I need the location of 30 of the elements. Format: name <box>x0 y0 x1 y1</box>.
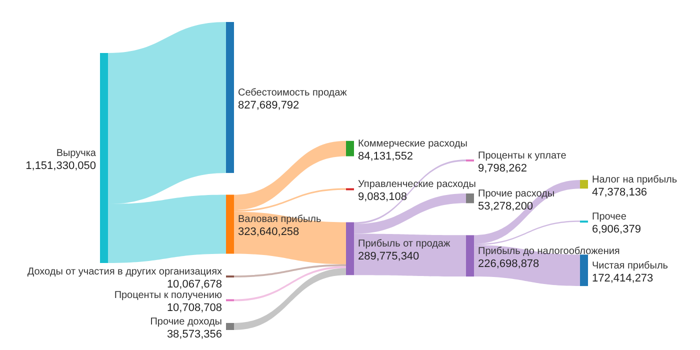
data-label: 84,131,552 <box>358 150 414 163</box>
category-label: Прочие доходы <box>150 316 222 328</box>
data-label: 172,414,273 <box>592 272 654 284</box>
category-label: Управленческие расходы <box>358 179 476 190</box>
category-label: Проценты к уплате <box>478 150 567 162</box>
category-label: Коммерческие расходы <box>358 138 468 150</box>
category-label: Прибыль от продаж <box>358 238 450 250</box>
category-label: Прибыль до налогообложения <box>478 246 620 257</box>
category-label: Себестоимость продаж <box>238 87 348 98</box>
data-label: 1,151,330,050 <box>26 160 96 172</box>
category-label: Валовая прибыль <box>238 214 322 226</box>
category-label: Выручка <box>56 148 96 159</box>
category-label: Проценты к получению <box>114 290 222 302</box>
data-label: 38,573,356 <box>166 328 222 340</box>
data-label: 226,698,878 <box>478 258 540 270</box>
data-label: 827,689,792 <box>238 99 300 112</box>
category-label: Налог на прибыль <box>592 174 678 186</box>
data-label: 9,083,108 <box>358 191 407 204</box>
category-label: Прочие расходы <box>478 188 555 200</box>
data-label: 47,378,136 <box>592 186 648 198</box>
data-label: 6,906,379 <box>592 224 641 236</box>
data-label: 9,798,262 <box>478 162 527 174</box>
data-label: 289,775,340 <box>358 250 420 263</box>
category-label: Прочее <box>592 212 627 223</box>
data-label: 10,067,678 <box>166 278 222 290</box>
category-label: Чистая прибыль <box>592 260 668 272</box>
data-label: 53,278,200 <box>478 200 534 212</box>
data-label: 10,708,708 <box>166 302 222 314</box>
category-label: Доходы от участия в других организациях <box>27 266 222 278</box>
data-label: 323,640,258 <box>238 226 300 238</box>
